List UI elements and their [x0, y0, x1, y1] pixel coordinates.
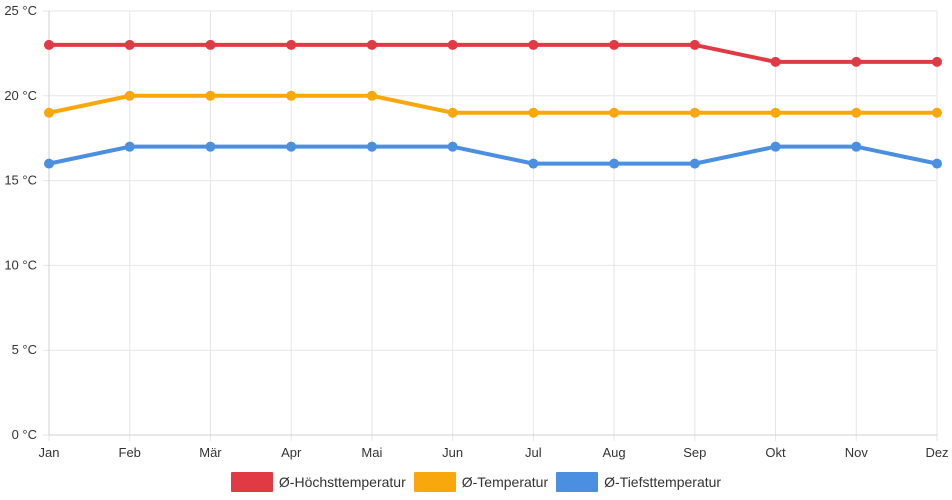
data-point[interactable] — [447, 39, 458, 50]
legend-swatch-min — [556, 472, 599, 492]
data-point[interactable] — [124, 141, 135, 152]
data-point[interactable] — [609, 39, 620, 50]
x-tick-label: Nov — [845, 445, 869, 460]
data-point[interactable] — [932, 56, 942, 67]
data-point[interactable] — [770, 107, 781, 118]
chart-legend: Ø-Höchsttemperatur Ø-Temperatur Ø-Tiefst… — [0, 472, 952, 492]
data-point[interactable] — [447, 141, 458, 152]
legend-swatch-max — [230, 472, 273, 492]
data-point[interactable] — [528, 107, 539, 118]
data-point[interactable] — [205, 39, 216, 50]
data-point[interactable] — [851, 141, 862, 152]
data-point[interactable] — [932, 158, 942, 169]
legend-item-min[interactable]: Ø-Tiefsttemperatur — [556, 472, 721, 492]
x-tick-label: Jan — [39, 445, 60, 460]
y-tick-label: 25 °C — [4, 3, 37, 18]
x-tick-label: Jul — [525, 445, 542, 460]
data-point[interactable] — [932, 107, 942, 118]
data-point[interactable] — [689, 107, 700, 118]
legend-label-max: Ø-Höchsttemperatur — [278, 474, 406, 490]
data-point[interactable] — [770, 56, 781, 67]
y-tick-label: 0 °C — [12, 427, 37, 442]
legend-label-avg: Ø-Temperatur — [461, 474, 549, 490]
x-tick-label: Feb — [119, 445, 141, 460]
data-point[interactable] — [609, 107, 620, 118]
data-point[interactable] — [124, 39, 135, 50]
data-point[interactable] — [44, 39, 54, 50]
series-line-2 — [47, 144, 939, 166]
data-point[interactable] — [286, 141, 297, 152]
x-tick-label: Mär — [199, 445, 222, 460]
data-point[interactable] — [609, 158, 620, 169]
data-point[interactable] — [851, 107, 862, 118]
legend-item-avg[interactable]: Ø-Temperatur — [413, 472, 549, 492]
x-tick-label: Jun — [442, 445, 463, 460]
data-point[interactable] — [366, 90, 377, 101]
data-point[interactable] — [44, 107, 54, 118]
data-point[interactable] — [689, 39, 700, 50]
legend-swatch-avg — [413, 472, 456, 492]
y-tick-label: 5 °C — [12, 342, 37, 357]
data-point[interactable] — [286, 90, 297, 101]
series-line-0 — [47, 42, 939, 64]
data-point[interactable] — [689, 158, 700, 169]
data-point[interactable] — [205, 141, 216, 152]
series-line-1 — [47, 93, 939, 115]
legend-item-max[interactable]: Ø-Höchsttemperatur — [230, 472, 406, 492]
x-tick-label: Apr — [281, 445, 302, 460]
data-point[interactable] — [851, 56, 862, 67]
data-point[interactable] — [447, 107, 458, 118]
data-point[interactable] — [528, 39, 539, 50]
x-tick-label: Sep — [683, 445, 706, 460]
data-point[interactable] — [124, 90, 135, 101]
legend-label-min: Ø-Tiefsttemperatur — [604, 474, 722, 490]
y-tick-label: 10 °C — [4, 257, 37, 272]
data-point[interactable] — [286, 39, 297, 50]
data-point[interactable] — [205, 90, 216, 101]
y-tick-label: 15 °C — [4, 173, 37, 188]
x-tick-label: Okt — [765, 445, 786, 460]
x-tick-label: Mai — [361, 445, 382, 460]
data-point[interactable] — [366, 141, 377, 152]
data-point[interactable] — [366, 39, 377, 50]
chart-svg: 0 °C 5 °C 10 °C 15 °C 20 °C 25 °C Jan Feb Mär Apr… — [4, 3, 948, 460]
data-point[interactable] — [44, 158, 54, 169]
data-point[interactable] — [770, 141, 781, 152]
y-tick-label: 20 °C — [4, 88, 37, 103]
x-tick-label: Dez — [925, 445, 948, 460]
data-point[interactable] — [528, 158, 539, 169]
x-tick-label: Aug — [603, 445, 626, 460]
